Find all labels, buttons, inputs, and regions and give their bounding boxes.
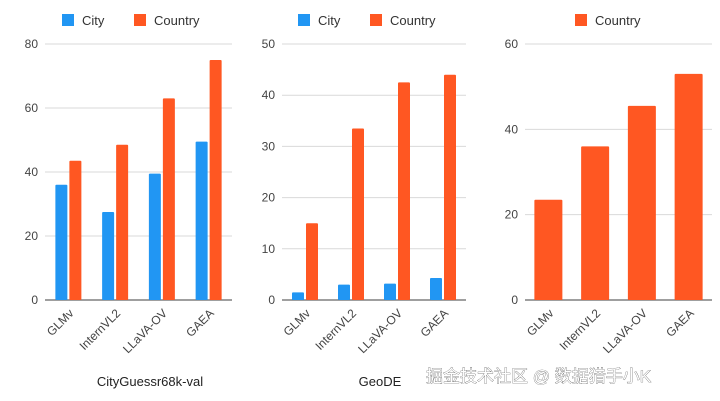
x-tick-label: InternVL2 [557,306,604,353]
legend-label-country: Country [390,13,436,28]
bar-country-internvl2 [352,128,364,300]
bar-country-internvl2 [116,144,129,300]
x-tick-label: LLaVA-OV [355,306,405,356]
legend-label-city: City [82,13,105,28]
legend-swatch-city [62,14,74,26]
bar-country-llava-ov [398,82,410,301]
bar-country-glmv [69,160,82,300]
x-tick-label: GLMv [281,306,314,339]
legend-label-country: Country [595,13,641,28]
bar-country-glmv [534,199,563,300]
legend-swatch-city [298,14,310,26]
bar-city-llava-ov [384,283,396,300]
y-tick-label: 0 [268,293,275,307]
bar-country-internvl2 [581,146,610,300]
bar-country-gaea [444,74,456,300]
bar-city-llava-ov [148,173,161,300]
bar-country-llava-ov [627,105,656,300]
x-tick-label: GAEA [663,306,696,339]
y-tick-label: 30 [262,139,276,153]
y-tick-label: 0 [31,293,38,307]
bar-country-gaea [674,73,703,300]
x-tick-label: GAEA [183,306,216,339]
y-tick-label: 60 [25,101,39,115]
y-tick-label: 60 [505,37,519,51]
x-tick-label: GLMv [524,306,557,339]
bar-city-gaea [195,141,208,300]
bar-country-llava-ov [162,98,175,301]
legend-swatch-country [575,14,587,26]
y-tick-label: 40 [262,88,276,102]
bar-city-glmv [55,184,68,300]
bar-city-internvl2 [102,212,115,300]
x-tick-label: LLaVA-OV [120,306,170,356]
watermark-text: 掘金技术社区 @ 数据猎手小K [426,367,652,386]
y-tick-label: 40 [505,122,519,136]
y-tick-label: 0 [511,293,518,307]
y-tick-label: 50 [262,37,276,51]
bar-city-glmv [292,292,304,300]
bar-city-internvl2 [338,284,350,300]
legend-label-country: Country [154,13,200,28]
y-tick-label: 20 [505,208,519,222]
x-tick-label: GAEA [418,306,451,339]
bar-country-gaea [209,60,222,300]
x-tick-label: InternVL2 [312,306,359,353]
x-tick-label: InternVL2 [77,306,124,353]
legend-swatch-country [370,14,382,26]
x-tick-label: LLaVA-OV [600,306,650,356]
chart-title: CityGuessr68k-val [97,374,203,389]
y-tick-label: 10 [262,242,276,256]
x-tick-label: GLMv [44,306,77,339]
bar-city-gaea [430,277,442,300]
legend-swatch-country [134,14,146,26]
y-tick-label: 80 [25,37,39,51]
y-tick-label: 40 [25,165,39,179]
legend-label-city: City [318,13,341,28]
y-tick-label: 20 [262,191,276,205]
chart-title: GeoDE [359,374,402,389]
bar-country-glmv [306,223,318,300]
y-tick-label: 20 [25,229,39,243]
